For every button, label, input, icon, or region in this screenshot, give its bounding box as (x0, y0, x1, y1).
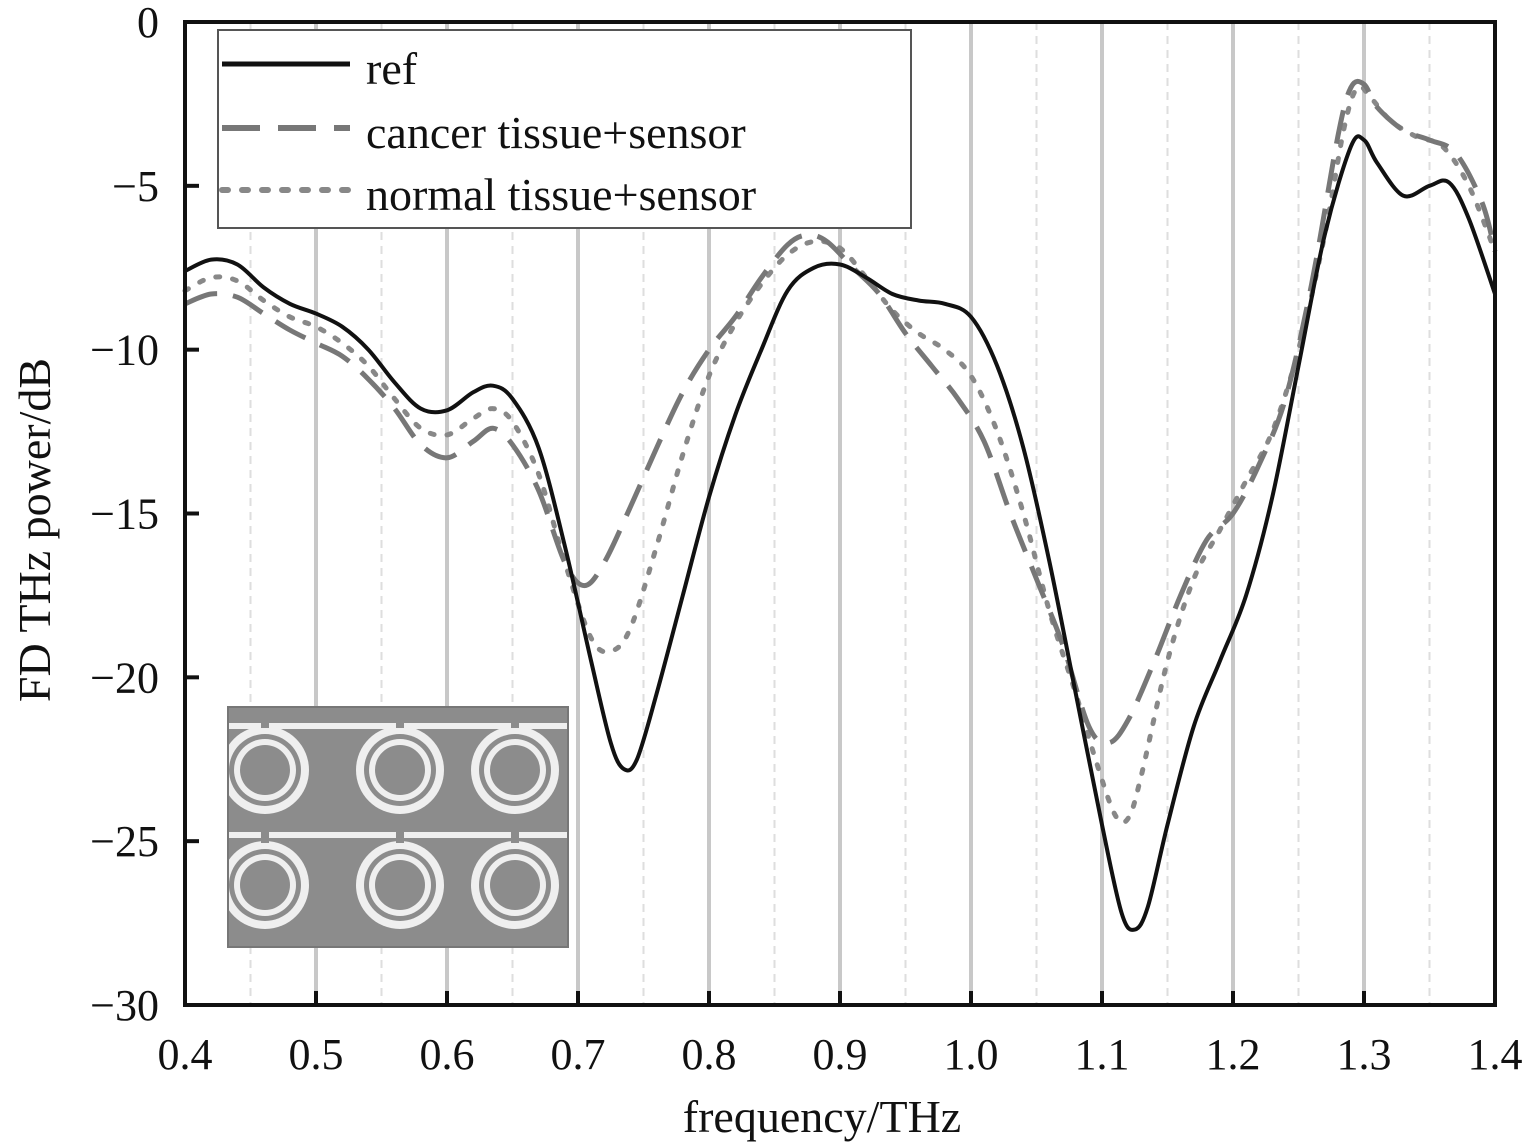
ring-core (490, 745, 540, 795)
x-tick-label: 1.0 (944, 1030, 999, 1079)
x-tick-label: 1.4 (1468, 1030, 1523, 1079)
legend-label-cancer: cancer tissue+sensor (366, 107, 746, 158)
y-tick-label: −5 (112, 162, 159, 211)
y-tick-label: 0 (137, 0, 159, 47)
series-line-ref (183, 134, 1497, 932)
legend-label-ref: ref (366, 43, 418, 94)
x-tick-label: 1.1 (1075, 1030, 1130, 1079)
y-tick-label: −30 (90, 981, 159, 1030)
axis-ticks: 0.4 0.5 0.6 0.7 0.8 0.9 1.0 1.1 1.2 1.3 1.4 0 −5 −10 −… (90, 0, 1522, 1079)
x-tick-label: 0.6 (420, 1030, 475, 1079)
ring-core (240, 745, 290, 795)
ring-core (375, 860, 425, 910)
series-line-cancer-tissue-sensor (184, 78, 1498, 746)
ring-core (240, 860, 290, 910)
ring-stem (511, 827, 519, 843)
x-tick-label: 0.9 (813, 1030, 868, 1079)
series-lines (182, 78, 1498, 932)
ring-stem (511, 712, 519, 728)
y-tick-label: −20 (90, 653, 159, 702)
legend: ref cancer tissue+sensor normal tissue+s… (217, 29, 912, 229)
ring-core (490, 860, 540, 910)
ring-stem (396, 712, 404, 728)
x-tick-label: 0.7 (551, 1030, 606, 1079)
ring-core (375, 745, 425, 795)
y-tick-label: −25 (90, 817, 159, 866)
series-line-normal-tissue-sensor (182, 83, 1498, 826)
y-tick-label: −10 (90, 326, 159, 375)
ring-stem (396, 827, 404, 843)
x-tick-label: 0.5 (289, 1030, 344, 1079)
x-tick-label: 0.8 (682, 1030, 737, 1079)
ring-stem (261, 827, 269, 843)
x-tick-label: 1.2 (1206, 1030, 1261, 1079)
x-tick-label: 1.3 (1337, 1030, 1392, 1079)
sensor-structure-inset (227, 706, 569, 948)
y-axis-title: FD THz power/dB (9, 358, 60, 702)
ring-stem (261, 712, 269, 728)
x-tick-label: 0.4 (158, 1030, 213, 1079)
legend-label-normal: normal tissue+sensor (366, 169, 756, 220)
x-axis-title: frequency/THz (683, 1091, 961, 1142)
y-tick-label: −15 (90, 490, 159, 539)
